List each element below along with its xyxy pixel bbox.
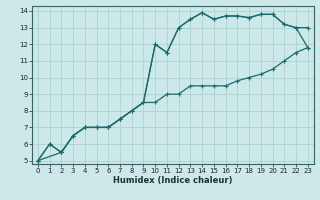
X-axis label: Humidex (Indice chaleur): Humidex (Indice chaleur) — [113, 176, 233, 185]
